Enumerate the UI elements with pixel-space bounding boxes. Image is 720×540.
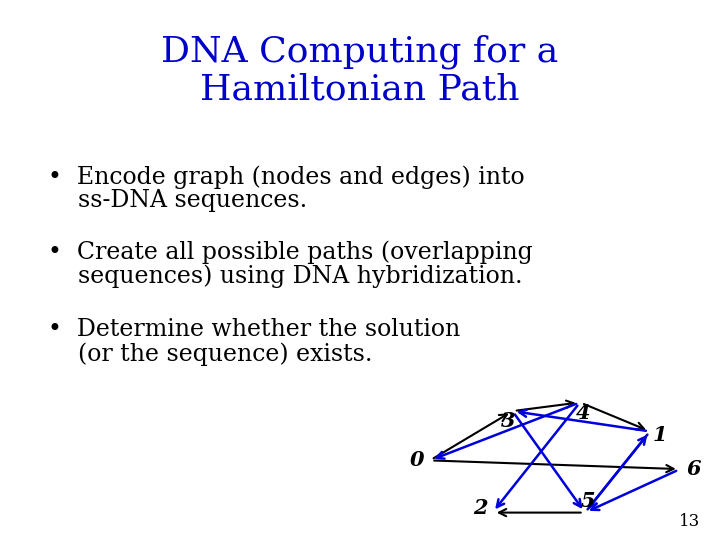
Text: DNA Computing for a: DNA Computing for a [161, 35, 559, 69]
Text: (or the sequence) exists.: (or the sequence) exists. [48, 342, 372, 366]
Text: 3: 3 [501, 411, 516, 431]
Text: •  Create all possible paths (overlapping: • Create all possible paths (overlapping [48, 240, 533, 264]
Text: Hamiltonian Path: Hamiltonian Path [200, 73, 520, 107]
Text: 0: 0 [410, 450, 424, 470]
Text: 4: 4 [576, 403, 590, 423]
Text: •  Encode graph (nodes and edges) into: • Encode graph (nodes and edges) into [48, 165, 525, 188]
Text: 13: 13 [679, 514, 700, 530]
Text: ss-DNA sequences.: ss-DNA sequences. [48, 189, 307, 212]
Text: •  Determine whether the solution: • Determine whether the solution [48, 318, 460, 341]
Text: sequences) using DNA hybridization.: sequences) using DNA hybridization. [48, 264, 523, 287]
Text: 2: 2 [473, 497, 487, 518]
Text: 5: 5 [581, 491, 595, 511]
Text: 6: 6 [687, 459, 701, 479]
Text: 1: 1 [653, 426, 667, 446]
